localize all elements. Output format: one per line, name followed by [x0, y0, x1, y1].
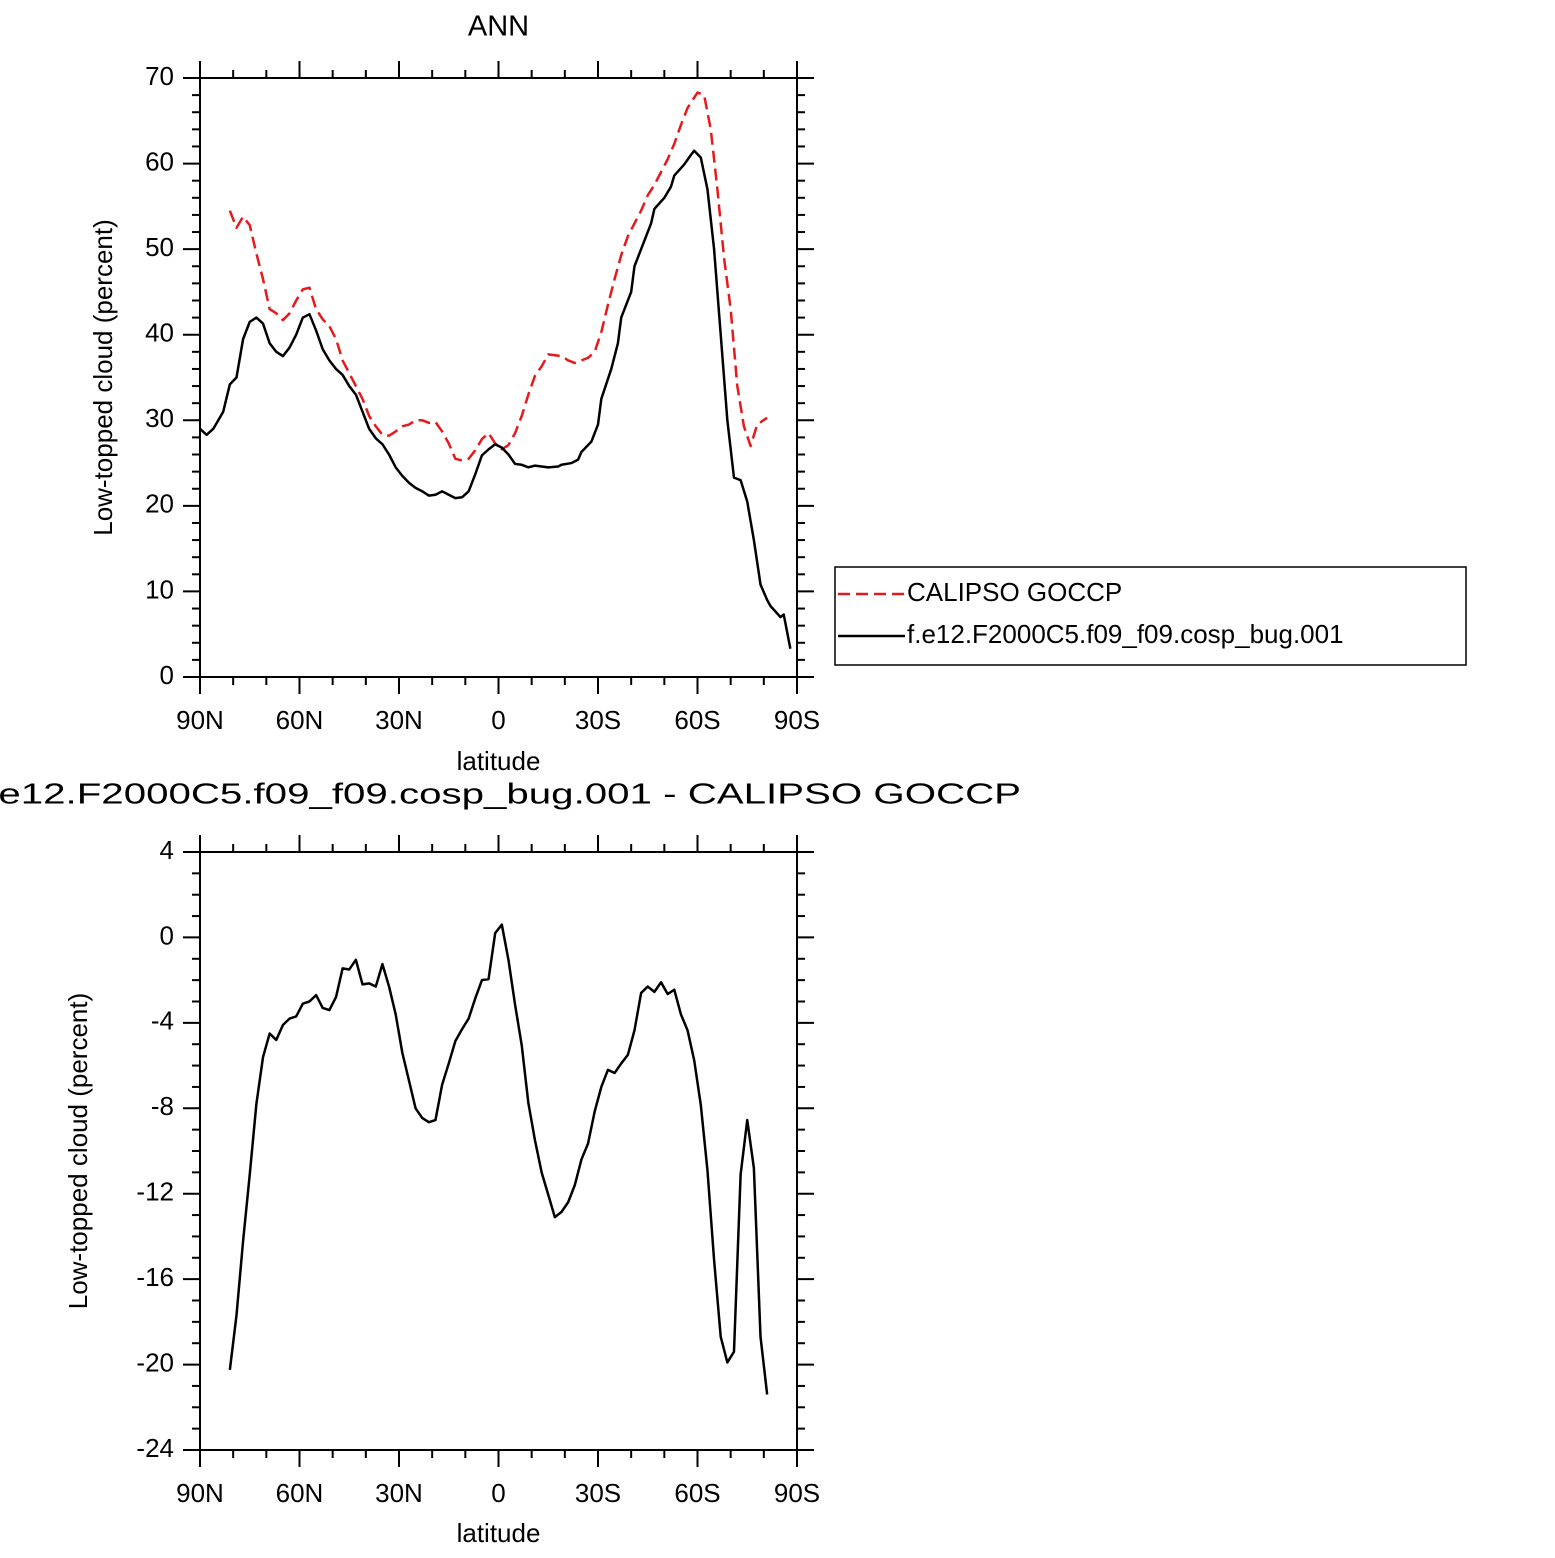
x-tick-label: 90S — [774, 1478, 820, 1508]
x-tick-label: 30S — [575, 1478, 621, 1508]
y-axis-label: Low-topped cloud (percent) — [88, 219, 118, 536]
series-line — [228, 923, 769, 1395]
x-tick-label: 0 — [491, 1478, 505, 1508]
y-tick-label: 10 — [145, 574, 174, 604]
x-tick-label: 90N — [176, 1478, 224, 1508]
y-tick-label: 70 — [145, 61, 174, 91]
y-axis-label: Low-topped cloud (percent) — [63, 993, 93, 1310]
y-tick-label: 0 — [160, 920, 174, 950]
chart-title: f.e12.F2000C5.f09_f09.cosp_bug.001 - CAL… — [0, 779, 1021, 811]
legend: CALIPSO GOCCP f.e12.F2000C5.f09_f09.cosp_… — [834, 566, 1467, 666]
x-tick-label: 60N — [276, 705, 324, 735]
plot-frame — [199, 851, 798, 1451]
y-tick-label: -4 — [151, 1006, 174, 1036]
series-line — [228, 91, 768, 462]
x-tick-label: 30N — [375, 705, 423, 735]
y-tick-label: 40 — [145, 318, 174, 348]
x-tick-label: 90N — [176, 705, 224, 735]
x-tick-label: 90S — [774, 705, 820, 735]
y-tick-label: -8 — [151, 1091, 174, 1121]
y-tick-label: 30 — [145, 403, 174, 433]
x-tick-label: 60S — [674, 1478, 720, 1508]
y-tick-label: -20 — [136, 1347, 174, 1377]
legend-label: f.e12.F2000C5.f09_f09.cosp_bug.001 — [907, 619, 1344, 649]
y-tick-label: -12 — [136, 1177, 174, 1207]
chart-title: ANN — [468, 11, 529, 43]
x-axis-label: latitude — [457, 1518, 541, 1548]
x-tick-label: 30N — [375, 1478, 423, 1508]
y-tick-label: -16 — [136, 1262, 174, 1292]
x-tick-label: 0 — [491, 705, 505, 735]
series-line — [199, 149, 792, 649]
y-tick-label: 0 — [160, 660, 174, 690]
legend-box — [834, 566, 1467, 666]
y-tick-label: 4 — [160, 835, 174, 865]
y-tick-label: -24 — [136, 1433, 174, 1463]
y-tick-label: 60 — [145, 146, 174, 176]
x-axis-label: latitude — [457, 746, 541, 776]
plot-frame — [199, 77, 798, 678]
y-tick-label: 50 — [145, 232, 174, 262]
x-tick-label: 30S — [575, 705, 621, 735]
x-tick-label: 60N — [276, 1478, 324, 1508]
legend-label: CALIPSO GOCCP — [907, 577, 1122, 607]
x-tick-label: 60S — [674, 705, 720, 735]
y-tick-label: 20 — [145, 489, 174, 519]
